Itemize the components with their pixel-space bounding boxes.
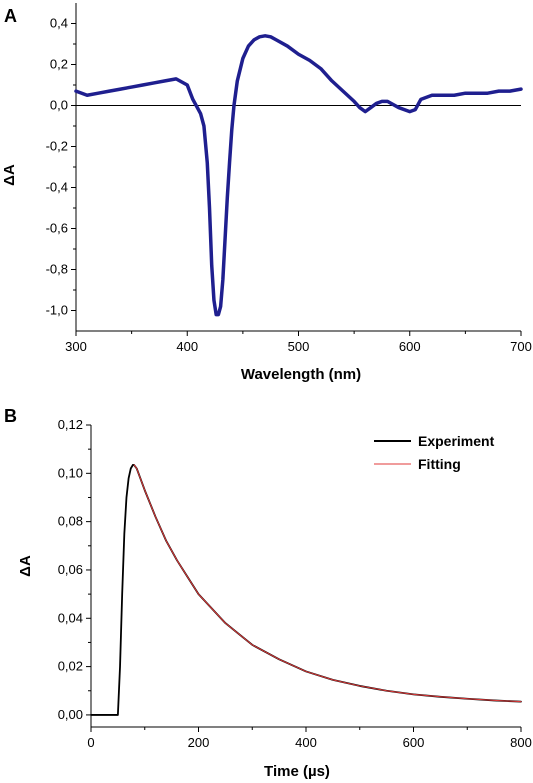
legend-label-experiment: Experiment <box>418 433 495 449</box>
x-tick-label: 600 <box>399 339 421 354</box>
x-tick-label: 500 <box>288 339 310 354</box>
panel-b-chart: 0 200 400 600 800 0,00 0,02 0,04 0,06 0,08 0,10 0,1… <box>58 417 532 750</box>
panel-a-y-axis-title: ΔA <box>1 164 18 186</box>
x-tick-label: 700 <box>510 339 532 354</box>
y-tick-label: 0,06 <box>58 562 83 577</box>
panel-a-x-axis-title: Wavelength (nm) <box>241 366 361 383</box>
x-tick-label: 300 <box>65 339 87 354</box>
x-tick-label: 400 <box>295 735 317 750</box>
y-tick-label: -1,0 <box>46 303 68 318</box>
y-tick-label: -0,6 <box>46 221 68 236</box>
panel-b-legend: Experiment Fitting <box>374 433 495 472</box>
series-line <box>74 34 523 317</box>
x-tick-label: 600 <box>403 735 425 750</box>
panel-a-chart: 300 400 500 600 700 0,4 0,2 0,0 -0,2 -0,4 -0,6 -0,8… <box>46 3 532 354</box>
y-tick-label: 0,08 <box>58 514 83 529</box>
x-tick-label: 400 <box>176 339 198 354</box>
y-tick-label: -0,8 <box>46 262 68 277</box>
y-tick-label: -0,2 <box>46 139 68 154</box>
panel-b-y-axis-title: ΔA <box>17 555 34 577</box>
y-tick-label: 0,02 <box>58 659 83 674</box>
panel-a-label: A <box>4 6 17 26</box>
legend-label-fitting: Fitting <box>418 456 461 472</box>
y-tick-label: 0,00 <box>58 707 83 722</box>
y-tick-label: 0,10 <box>58 465 83 480</box>
series-line-fitting <box>133 464 522 703</box>
series-line-experiment <box>90 463 522 716</box>
y-tick-label: -0,4 <box>46 180 68 195</box>
panel-b-x-axis-title: Time (µs) <box>264 763 330 780</box>
x-tick-label: 0 <box>87 735 94 750</box>
x-tick-label: 200 <box>188 735 210 750</box>
y-tick-label: 0,0 <box>50 98 68 113</box>
y-tick-label: 0,4 <box>50 16 68 31</box>
panel-b-label: B <box>4 406 17 426</box>
y-tick-label: 0,2 <box>50 57 68 72</box>
y-tick-label: 0,04 <box>58 610 83 625</box>
y-tick-label: 0,12 <box>58 417 83 432</box>
x-tick-label: 800 <box>510 735 532 750</box>
